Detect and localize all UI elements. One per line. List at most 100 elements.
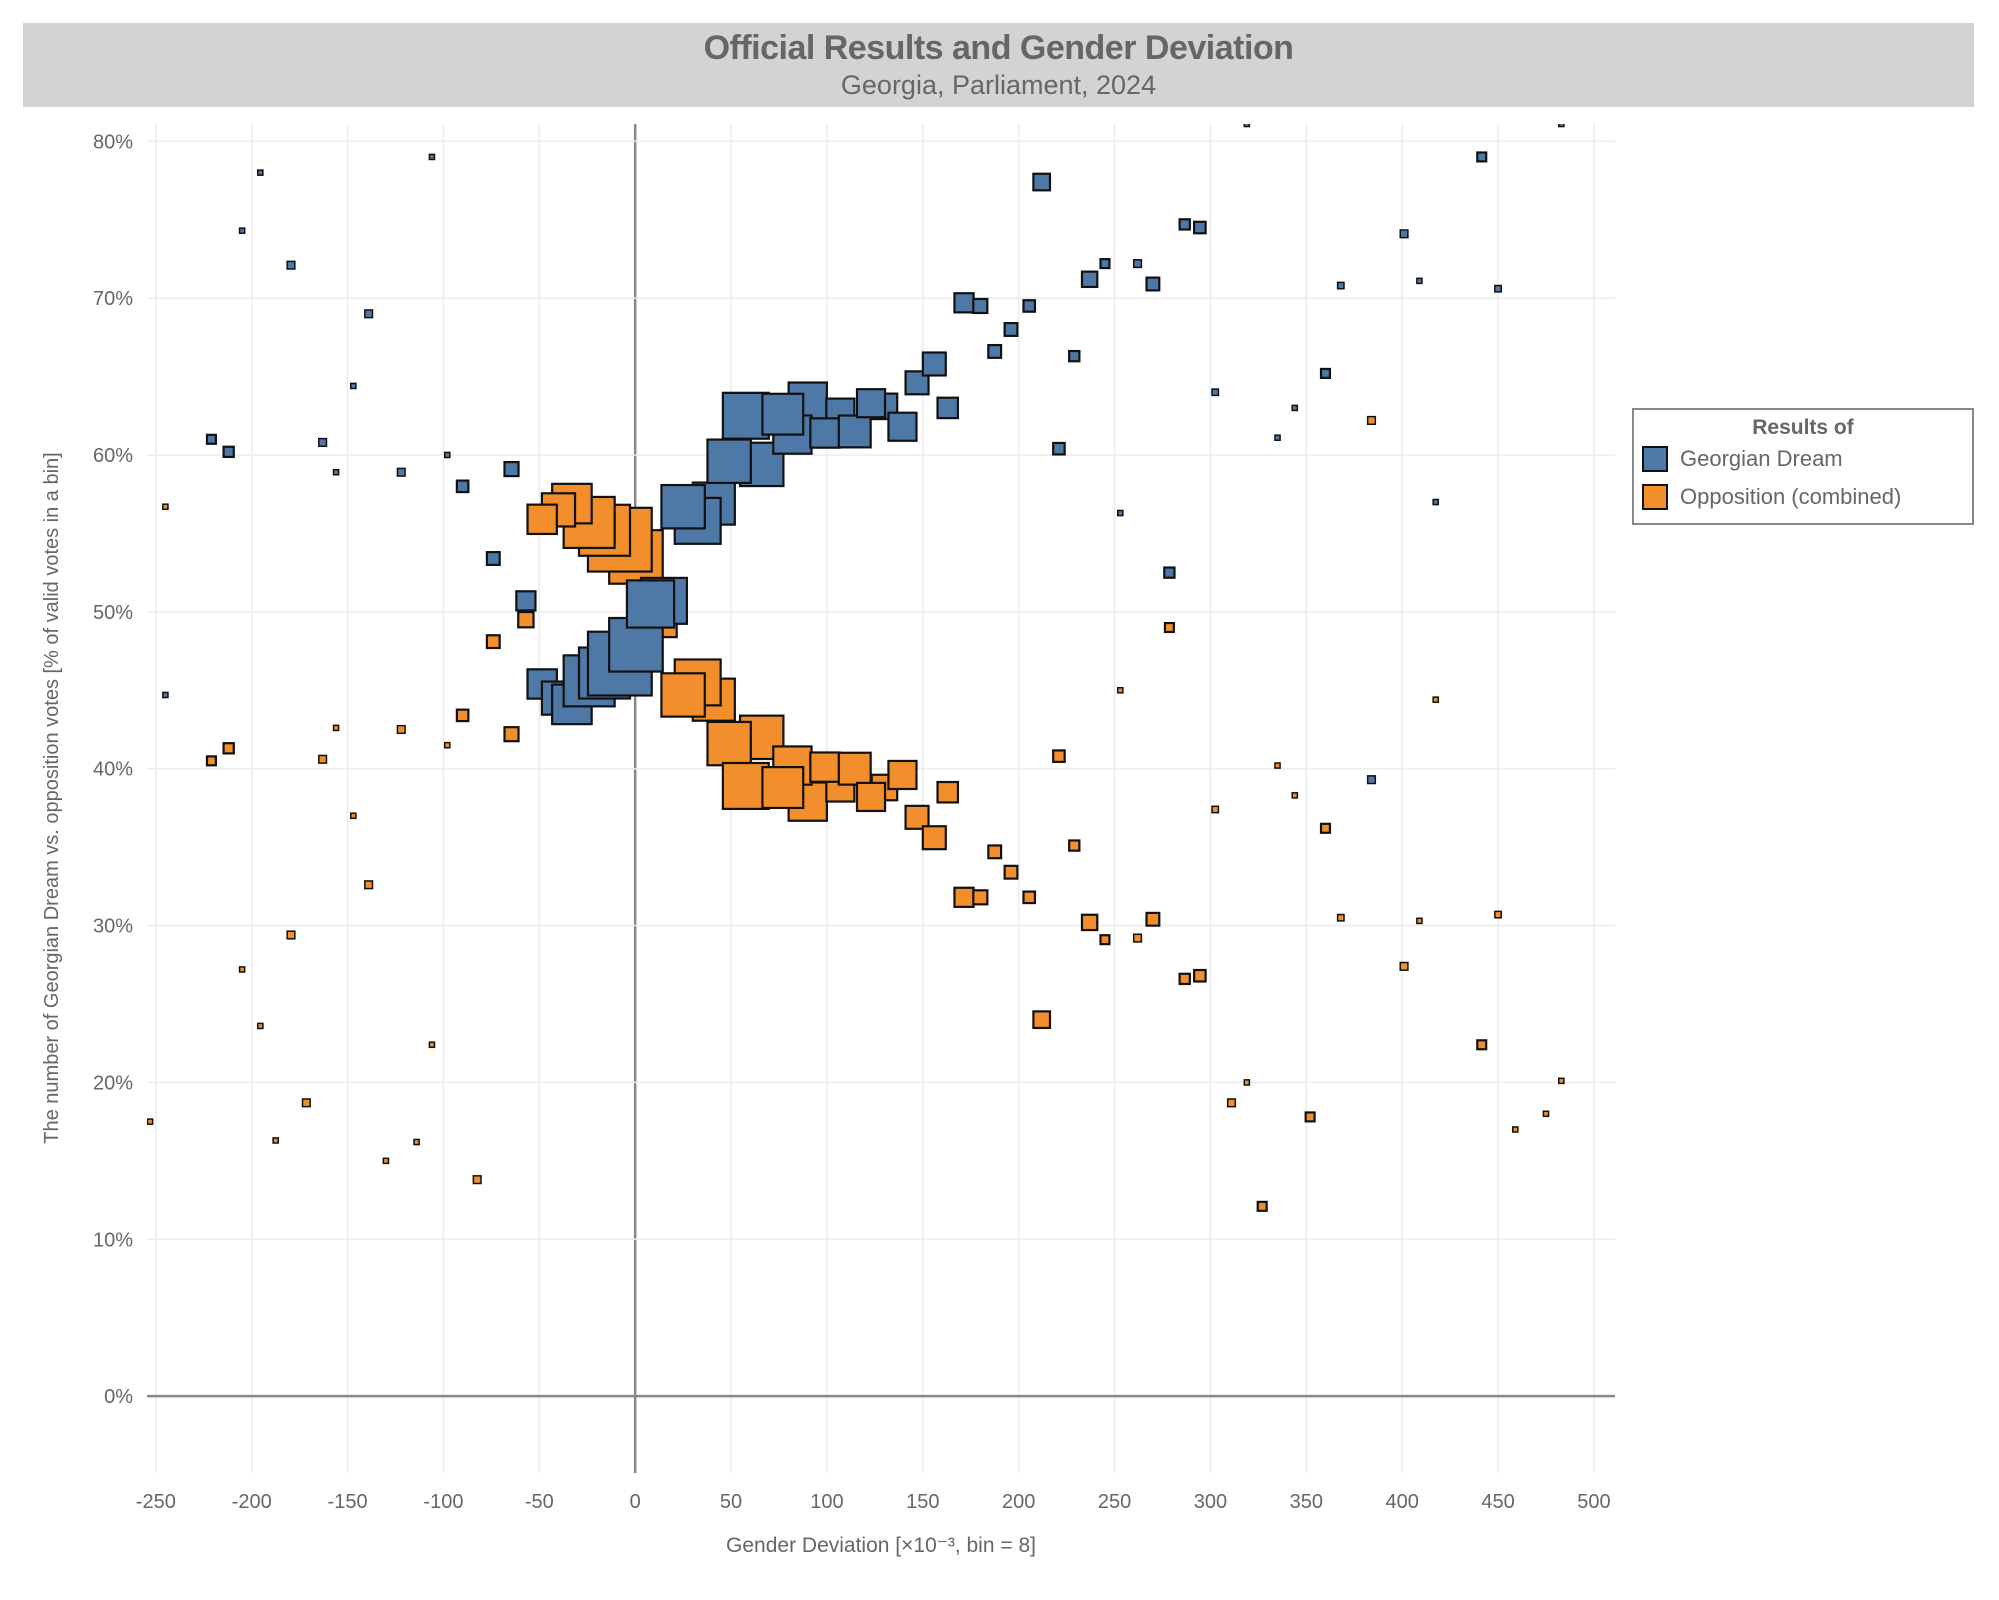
opposition-marker (301, 1098, 311, 1108)
legend-label: Opposition (combined) (1680, 484, 1902, 509)
opposition-marker (1511, 1126, 1519, 1133)
opposition-marker (1099, 934, 1111, 946)
opposition-marker (396, 724, 406, 735)
opposition-marker (1256, 1200, 1268, 1212)
opposition-marker (1319, 822, 1332, 834)
legend-swatch (1642, 446, 1668, 472)
x-tick-label: 350 (1290, 1491, 1323, 1513)
georgian-dream-marker (921, 351, 947, 377)
opposition-marker (706, 720, 752, 767)
chart-subtitle: Georgia, Parliament, 2024 (840, 70, 1157, 100)
opposition-marker (1542, 1110, 1550, 1118)
x-tick-label: -200 (232, 1491, 272, 1513)
x-tick-label: 0 (630, 1491, 641, 1513)
opposition-marker (364, 880, 374, 890)
georgian-dream-marker (1022, 299, 1037, 313)
georgian-dream-marker (855, 388, 887, 419)
georgian-dream-marker (428, 153, 436, 161)
opposition-marker (972, 889, 989, 906)
georgian-dream-marker (706, 438, 752, 485)
tick-labels: -250 -200 -150 -100 -50 0 50 100 150 200 250 300 350… (93, 131, 1611, 1513)
georgian-dream-marker (660, 483, 706, 530)
x-tick-label: -50 (525, 1491, 554, 1513)
opposition-marker (222, 742, 235, 755)
opposition-marker (953, 886, 975, 908)
opposition-marker (855, 781, 887, 813)
opposition-marker (1494, 910, 1502, 919)
opposition-marker (1032, 1010, 1052, 1030)
x-tick-label: -250 (136, 1491, 176, 1513)
x-tick-label: 100 (810, 1491, 843, 1513)
opposition-marker (1243, 1079, 1251, 1086)
y-tick-label: 40% (93, 759, 133, 781)
georgian-dream-marker (761, 392, 805, 436)
georgian-dream-marker (1178, 218, 1191, 231)
opposition-marker (1178, 972, 1191, 986)
georgian-dream-marker (1211, 388, 1220, 397)
georgian-dream-marker (1052, 441, 1066, 456)
x-tick-label: 450 (1481, 1491, 1514, 1513)
georgian-dream-marker (1243, 124, 1251, 128)
georgian-dream-marker (286, 260, 296, 270)
opposition-marker (936, 780, 960, 804)
georgian-dream-marker (1032, 172, 1052, 192)
y-tick-label: 20% (93, 1072, 133, 1094)
georgian-dream-marker (350, 382, 357, 390)
opposition-marker (1291, 792, 1299, 799)
georgian-dream-marker (1558, 124, 1565, 128)
opposition-marker (257, 1022, 264, 1030)
x-tick-label: -150 (328, 1491, 368, 1513)
opposition-marker (921, 825, 947, 851)
opposition-marker (1163, 621, 1175, 634)
georgian-dream-marker (1274, 434, 1281, 442)
georgian-dream-marker (1080, 270, 1099, 289)
legend-title: Results of (1752, 416, 1854, 439)
legend-item-opposition: Opposition (combined) (1642, 478, 1972, 516)
opposition-marker (503, 726, 520, 743)
georgian-dream-marker (1099, 258, 1111, 270)
georgian-dream-marker (1476, 151, 1488, 163)
x-tick-label: 200 (1002, 1491, 1035, 1513)
georgian-dream-marker (515, 590, 537, 612)
x-tick-label: 300 (1194, 1491, 1227, 1513)
opposition-marker (1274, 762, 1281, 769)
opposition-marker (1193, 968, 1207, 983)
georgian-dream-marker (332, 468, 340, 476)
opposition-marker (205, 755, 217, 767)
georgian-dream-marker (503, 460, 520, 478)
legend-label: Georgian Dream (1680, 446, 1843, 471)
georgian-dream-marker (809, 417, 841, 449)
georgian-dream-marker (1003, 322, 1019, 337)
legend: Results of Georgian Dream Opposition (co… (1632, 408, 1974, 525)
opposition-marker (1366, 415, 1377, 426)
opposition-marker (1226, 1098, 1237, 1108)
georgian-dream-marker (1132, 259, 1143, 269)
x-tick-label: -100 (423, 1491, 463, 1513)
opposition-marker (987, 844, 1003, 860)
georgian-dream-marker (1319, 367, 1332, 379)
opposition-marker (238, 966, 246, 973)
georgian-dream-marker (238, 227, 246, 234)
opposition-marker (286, 930, 296, 940)
opposition-marker (1022, 890, 1037, 905)
x-axis-label: Gender Deviation [×10⁻³, bin = 8] (726, 1534, 1036, 1557)
grid (147, 124, 1615, 1473)
opposition-marker (413, 1138, 420, 1146)
opposition-marker (147, 1118, 154, 1125)
opposition-marker (162, 503, 169, 511)
opposition-marker (1068, 839, 1081, 852)
opposition-marker (1052, 749, 1066, 763)
georgian-dream-marker (1432, 498, 1440, 506)
opposition-marker (517, 610, 535, 629)
opposition-marker (526, 503, 558, 536)
georgian-dream-marker (1163, 566, 1176, 579)
opposition-marker (472, 1175, 482, 1185)
georgian-dream-marker (318, 437, 328, 448)
y-tick-label: 0% (104, 1386, 133, 1408)
opposition-marker (1116, 686, 1124, 694)
georgian-dream-marker (364, 309, 374, 319)
opposition-marker (809, 751, 841, 783)
georgian-dream-marker (837, 414, 872, 449)
legend-item-georgian-dream: Georgian Dream (1642, 440, 1972, 478)
